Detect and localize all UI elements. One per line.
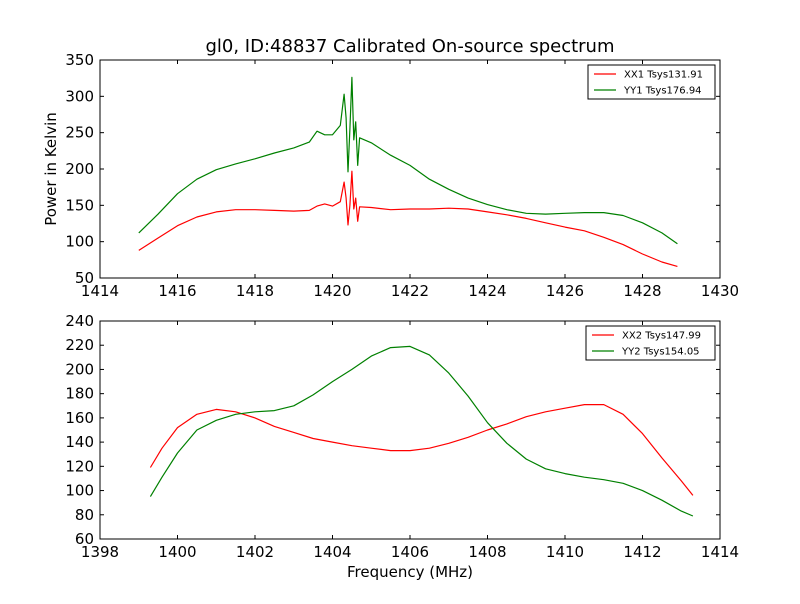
y-axis-label: Power in Kelvin	[42, 112, 60, 226]
y-tick-label: 60	[75, 530, 94, 548]
x-tick-label: 1420	[313, 282, 351, 300]
x-tick-label: 1400	[158, 543, 196, 561]
legend-entry: XX1 Tsys131.91	[624, 70, 703, 81]
series-line-yy2	[149, 345, 694, 517]
x-tick-label: 1428	[623, 282, 661, 300]
x-tick-label: 1414	[701, 543, 739, 561]
x-tick-label: 1430	[701, 282, 739, 300]
y-tick-label: 350	[65, 51, 94, 69]
y-tick-label: 150	[65, 196, 94, 214]
x-tick-label: 1398	[81, 543, 119, 561]
legend: XX1 Tsys131.91 YY1 Tsys176.94	[587, 64, 716, 100]
y-tick-label: 180	[65, 385, 94, 403]
series-line-xx2	[149, 404, 694, 496]
y-tick-label: 140	[65, 433, 94, 451]
y-tick-label: 120	[65, 457, 94, 475]
legend-box	[587, 64, 716, 100]
y-tick-label: 80	[75, 506, 94, 524]
y-tick-label: 240	[65, 312, 94, 330]
x-tick-label: 1416	[158, 282, 196, 300]
y-tick-label: 100	[65, 482, 94, 500]
x-tick-label: 1402	[236, 543, 274, 561]
y-tick-label: 300	[65, 87, 94, 105]
x-tick-label: 1410	[546, 543, 584, 561]
x-tick-label: 1426	[546, 282, 584, 300]
y-tick-label: 220	[65, 336, 94, 354]
bottom-spectrum-panel: 1398 1400 1402 1404 1406 1408 1410 1412 1414 60 80…	[65, 312, 739, 561]
legend-entry: YY2 Tsys154.05	[621, 347, 700, 358]
chart-title: gl0, ID:48837 Calibrated On-source spect…	[205, 36, 614, 57]
x-tick-label: 1422	[391, 282, 429, 300]
x-tick-label: 1424	[468, 282, 506, 300]
y-tick-label: 200	[65, 160, 94, 178]
y-tick-label: 200	[65, 360, 94, 378]
series-line-yy1	[138, 76, 678, 245]
x-axis-label: Frequency (MHz)	[347, 563, 473, 581]
legend-entry: YY1 Tsys176.94	[623, 86, 702, 97]
y-tick-label: 160	[65, 409, 94, 427]
y-tick-label: 100	[65, 233, 94, 251]
x-tick-label: 1406	[391, 543, 429, 561]
x-tick-label: 1414	[81, 282, 119, 300]
legend-entry: XX2 Tsys147.99	[622, 331, 701, 342]
y-tick-label: 250	[65, 124, 94, 142]
x-tick-label: 1408	[468, 543, 506, 561]
x-tick-label: 1404	[313, 543, 351, 561]
x-tick-label: 1412	[623, 543, 661, 561]
x-tick-label: 1418	[236, 282, 274, 300]
legend-box	[585, 325, 716, 361]
legend: XX2 Tsys147.99 YY2 Tsys154.05	[585, 325, 716, 361]
series-line-xx1	[138, 170, 678, 267]
top-spectrum-panel: 1414 1416 1418 1420 1422 1424 1426 1428 1430 50 10…	[65, 51, 739, 300]
y-tick-label: 50	[75, 269, 94, 287]
